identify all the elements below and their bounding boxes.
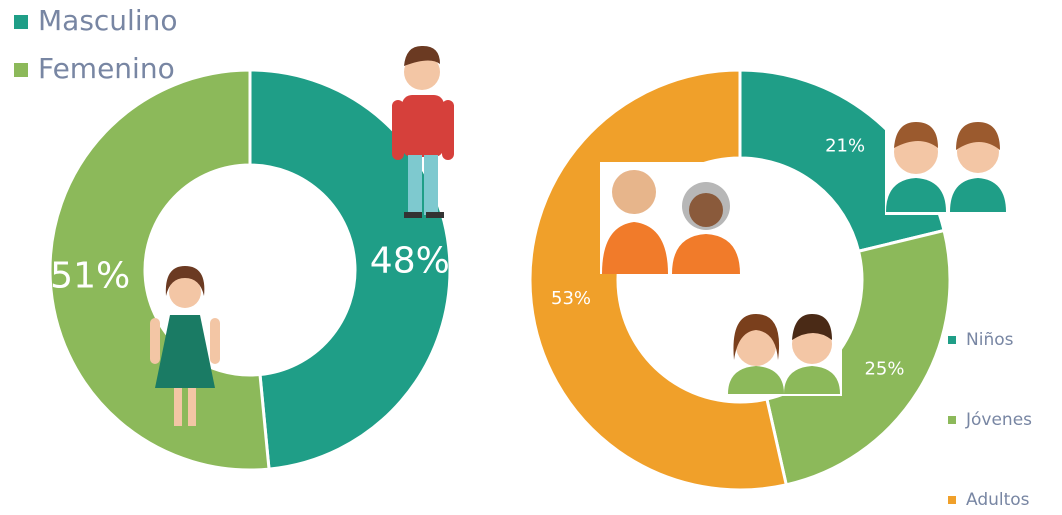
- girl-illustration: [150, 266, 220, 426]
- legend-label: Masculino: [38, 4, 177, 37]
- donut-slice: [528, 68, 789, 492]
- youths-illustration: [726, 308, 842, 396]
- legend-label: Femenino: [38, 52, 175, 85]
- value-label: 51%: [50, 256, 130, 297]
- value-label: 48%: [370, 240, 450, 281]
- legend-label: Adultos: [966, 490, 1030, 510]
- legend-swatch: [948, 496, 956, 504]
- man-illustration: [392, 45, 454, 218]
- children-illustration: [885, 115, 1013, 215]
- legend-swatch: [14, 63, 28, 77]
- legend-label: Jóvenes: [965, 410, 1032, 430]
- legend-label: Niños: [966, 330, 1014, 350]
- illustrations: [150, 45, 1013, 426]
- charts: 48% 51% Masculino Femenino 21% 25% 53% Niños Jóv…: [14, 4, 1032, 510]
- donut-slice: [765, 228, 952, 487]
- elders-illustration: [600, 162, 740, 274]
- legend-swatch: [948, 336, 956, 344]
- legend-swatch: [948, 416, 956, 424]
- value-label: 21%: [825, 135, 865, 156]
- legend-swatch: [14, 15, 28, 29]
- donut-slice: [48, 68, 271, 472]
- value-label: 25%: [864, 359, 904, 380]
- value-label: 53%: [551, 288, 591, 309]
